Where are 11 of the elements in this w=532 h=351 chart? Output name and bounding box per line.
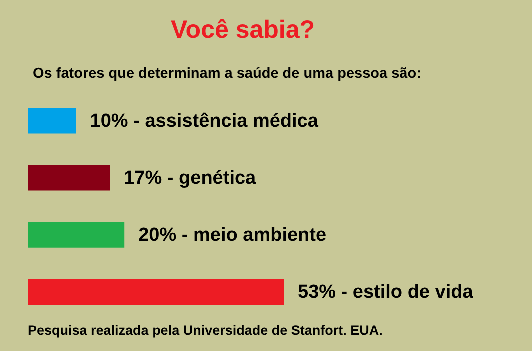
data-label: 17% - genética [124,168,257,189]
bar [28,165,110,191]
data-label: 53% - estilo de vida [298,282,474,304]
data-label: 10% - assistência médica [90,110,319,132]
chart-subtitle: Os fatores que determinam a saúde de uma pessoa são: [33,66,422,82]
bar [28,279,284,306]
chart-title: Você sabia? [170,16,316,44]
bar [28,108,76,134]
data-label: 20% - meio ambiente [138,225,327,246]
bar [28,222,125,248]
text: Pesquisa realizada pela Universidade de Stanfort. EUA. [28,323,383,338]
